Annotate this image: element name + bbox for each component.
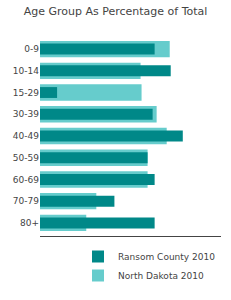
svg-text:40-49: 40-49 (13, 131, 39, 141)
svg-text:50-59: 50-59 (13, 153, 39, 163)
svg-text:Age Group As Percentage of Tot: Age Group As Percentage of Total (24, 5, 208, 18)
svg-text:North Dakota 2010: North Dakota 2010 (118, 271, 204, 281)
svg-text:0-9: 0-9 (24, 44, 39, 54)
svg-text:60-69: 60-69 (13, 175, 39, 185)
svg-text:70-79: 70-79 (13, 196, 39, 206)
svg-text:Ransom County 2010: Ransom County 2010 (118, 252, 215, 262)
svg-text:10-14: 10-14 (13, 66, 39, 76)
svg-text:30-39: 30-39 (13, 109, 39, 119)
svg-text:80+: 80+ (20, 218, 39, 228)
svg-text:15-29: 15-29 (13, 88, 39, 98)
